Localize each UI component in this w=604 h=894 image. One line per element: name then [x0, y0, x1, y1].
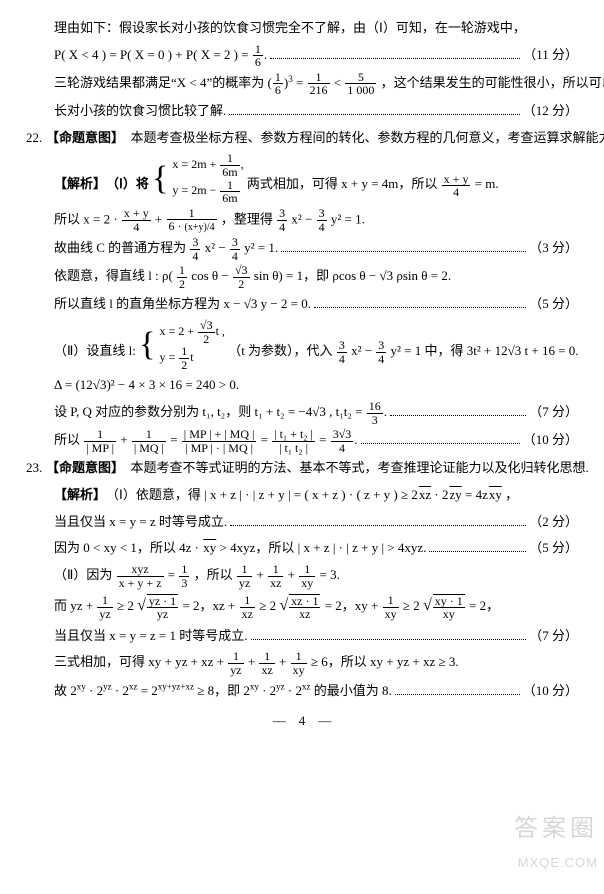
- watermark-text: 答案圈: [514, 806, 598, 852]
- equation-line: 【解析】 （Ⅰ）依题意，得 | x + z | · | z + y | = ( …: [26, 483, 578, 508]
- score-marker: （11 分）: [523, 43, 578, 68]
- equation-line: 而 yz + 1yz ≥ 2 √yz · 1yz = 2，xz + 1xz ≥ …: [26, 591, 578, 621]
- leader-dots: [390, 415, 526, 416]
- score-marker: （10 分）: [523, 428, 578, 453]
- text-line: 理由如下：假设家长对小孩的饮食习惯完全不了解，由（Ⅰ）可知，在一轮游戏中，: [26, 16, 578, 41]
- leader-dots: [251, 639, 527, 640]
- body-text: 长对小孩的饮食习惯比较了解.: [54, 99, 226, 124]
- leader-dots: [314, 307, 526, 308]
- math-text: 所以 x = 2 · x + y4 + 16 · (x+y)/4 ，整理得 34…: [54, 207, 365, 234]
- math-text: P( X < 4 ) = P( X = 0 ) + P( X = 2 ) = 1…: [54, 43, 267, 69]
- math-text: 所以直线 l 的直角坐标方程为 x − √3 y − 2 = 0.: [54, 292, 311, 317]
- math-text: 而 yz + 1yz ≥ 2 √yz · 1yz = 2，xz + 1xz ≥ …: [54, 591, 499, 621]
- equation-line: （Ⅱ）设直线 l: { x = 2 + √32t , y = 12t （t 为参…: [26, 319, 578, 371]
- score-marker: （5 分）: [529, 292, 578, 317]
- equation-line: 故 2xy · 2yz · 2xz = 2xy+yz+xz ≥ 8，即 2xy …: [26, 679, 578, 704]
- equation-line: 当且仅当 x = y = z = 1 时等号成立. （7 分）: [26, 624, 578, 649]
- score-marker: （7 分）: [529, 624, 578, 649]
- score-marker: （10 分）: [523, 679, 578, 704]
- math-text: 故曲线 C 的普通方程为 34 x² − 34 y² = 1.: [54, 236, 278, 262]
- body-text: 理由如下：假设家长对小孩的饮食习惯完全不了解，由（Ⅰ）可知，在一轮游戏中，: [54, 16, 526, 41]
- body-text: 三轮游戏结果都满足“X < 4”的概率为 (16)3 = 1216 < 51 0…: [54, 71, 604, 97]
- score-marker: （3 分）: [529, 236, 578, 261]
- text-line: 三轮游戏结果都满足“X < 4”的概率为 (16)3 = 1216 < 51 0…: [26, 71, 578, 97]
- equation-line: 当且仅当 x = y = z 时等号成立. （2 分）: [26, 510, 578, 535]
- page-number: — 4 —: [26, 709, 578, 734]
- leader-dots: [270, 58, 520, 59]
- math-text: （Ⅱ）设直线 l: { x = 2 + √32t , y = 12t （t 为参…: [54, 319, 579, 371]
- equation-line: 【解析】 （Ⅰ）将 { x = 2m + 16m, y = 2m − 16m 两…: [26, 152, 578, 204]
- leader-dots: [229, 114, 519, 115]
- math-text: 设 P, Q 对应的参数分别为 t₁, t₂，则 t₁ + t₂ = −4√3 …: [54, 400, 387, 426]
- equation-line: 设 P, Q 对应的参数分别为 t₁, t₂，则 t₁ + t₂ = −4√3 …: [26, 400, 578, 426]
- leader-dots: [429, 551, 526, 552]
- equation-line: 依题意，得直线 l : ρ( 12 cos θ − √32 sin θ) = 1…: [26, 264, 578, 290]
- math-text: 因为 0 < xy < 1，所以 4z · xy > 4xyz，所以 | x +…: [54, 536, 426, 561]
- watermark-url: MXQE.COM: [514, 851, 598, 876]
- equation-line: Δ = (12√3)² − 4 × 3 × 16 = 240 > 0.: [26, 373, 578, 398]
- equation-line: 所以 1| MP | + 1| MQ | = | MP | + | MQ || …: [26, 428, 578, 454]
- math-text: 【解析】 （Ⅰ）依题意，得 | x + z | · | z + y | = ( …: [54, 483, 518, 508]
- leader-dots: [230, 525, 526, 526]
- math-text: 三式相加，可得 xy + yz + xz + 1yz + 1xz + 1xy ≥…: [54, 650, 459, 676]
- question-header: 23.【命题意图】 本题考查不等式证明的方法、基本不等式，考查推理论证能力以及化…: [26, 456, 578, 481]
- score-marker: （5 分）: [529, 536, 578, 561]
- equation-line: 所以 x = 2 · x + y4 + 16 · (x+y)/4 ，整理得 34…: [26, 207, 578, 234]
- math-text: 所以 1| MP | + 1| MQ | = | MP | + | MQ || …: [54, 428, 358, 454]
- question-header: 22.【命题意图】 本题考查极坐标方程、参数方程间的转化、参数方程的几何意义，考…: [26, 126, 578, 151]
- leader-dots: [281, 251, 526, 252]
- math-text: 【解析】 （Ⅰ）将 { x = 2m + 16m, y = 2m − 16m 两…: [54, 152, 499, 204]
- equation-line: 三式相加，可得 xy + yz + xz + 1yz + 1xz + 1xy ≥…: [26, 650, 578, 676]
- leader-dots: [395, 694, 520, 695]
- body-text: 23.【命题意图】 本题考查不等式证明的方法、基本不等式，考查推理论证能力以及化…: [26, 456, 589, 481]
- math-text: 当且仅当 x = y = z 时等号成立.: [54, 510, 227, 535]
- math-text: 故 2xy · 2yz · 2xz = 2xy+yz+xz ≥ 8，即 2xy …: [54, 679, 392, 704]
- math-text: （Ⅱ）因为 xyzx + y + z = 13 ，所以 1yz + 1xz + …: [54, 563, 340, 589]
- math-text: 依题意，得直线 l : ρ( 12 cos θ − √32 sin θ) = 1…: [54, 264, 451, 290]
- watermark: 答案圈 MXQE.COM: [514, 806, 598, 876]
- equation-line: 因为 0 < xy < 1，所以 4z · xy > 4xyz，所以 | x +…: [26, 536, 578, 561]
- equation-line: P( X < 4 ) = P( X = 0 ) + P( X = 2 ) = 1…: [26, 43, 578, 69]
- leader-dots: [361, 443, 520, 444]
- math-text: Δ = (12√3)² − 4 × 3 × 16 = 240 > 0.: [54, 373, 239, 398]
- equation-line: 所以直线 l 的直角坐标方程为 x − √3 y − 2 = 0. （5 分）: [26, 292, 578, 317]
- equation-line: （Ⅱ）因为 xyzx + y + z = 13 ，所以 1yz + 1xz + …: [26, 563, 578, 589]
- score-marker: （7 分）: [529, 400, 578, 425]
- score-marker: （2 分）: [529, 510, 578, 535]
- exam-answer-page: 理由如下：假设家长对小孩的饮食习惯完全不了解，由（Ⅰ）可知，在一轮游戏中， P(…: [0, 0, 604, 894]
- score-marker: （12 分）: [523, 99, 578, 124]
- body-text: 22.【命题意图】 本题考查极坐标方程、参数方程间的转化、参数方程的几何意义，考…: [26, 126, 604, 151]
- math-text: 当且仅当 x = y = z = 1 时等号成立.: [54, 624, 248, 649]
- text-line: 长对小孩的饮食习惯比较了解. （12 分）: [26, 99, 578, 124]
- equation-line: 故曲线 C 的普通方程为 34 x² − 34 y² = 1. （3 分）: [26, 236, 578, 262]
